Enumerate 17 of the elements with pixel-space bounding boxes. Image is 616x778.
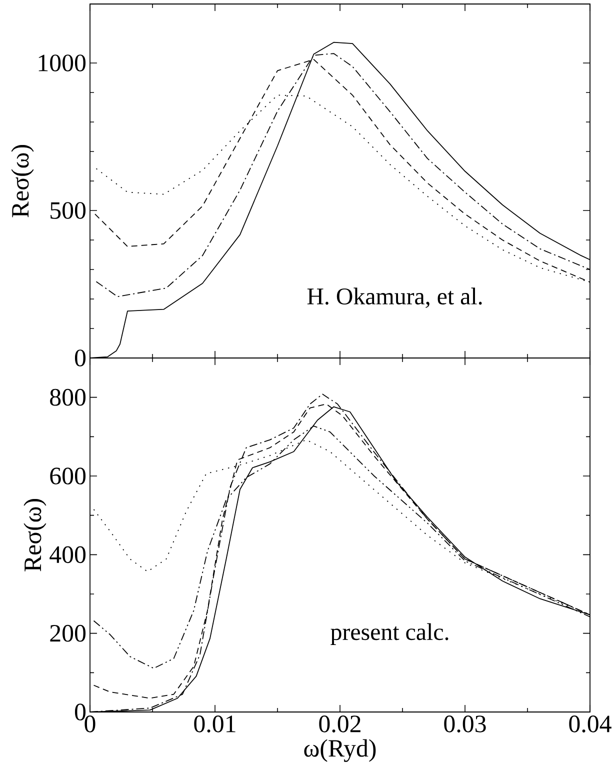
y-tick-label: 500 [50,202,86,219]
y-axis-title: Reσ(ω) [24,499,46,572]
y-tick-label: 1000 [38,54,86,72]
x-axis-title: ω(Ryd) [304,739,376,762]
x-tick-label: 0.02 [319,716,360,732]
x-tick-label: 0.03 [444,716,486,732]
y-axis-title: Reσ(ω) [11,145,34,218]
y-tick-label: 600 [50,468,86,484]
annotation: H. Okamura, et al. [307,288,482,308]
y-tick-label: 400 [50,546,86,564]
y-tick-label: 200 [50,624,86,642]
y-tick-label: 0 [74,704,86,720]
y-tick-label: 800 [50,388,86,406]
y-tick-label: 0 [74,350,86,366]
x-tick-label: 0.04 [569,716,612,732]
x-tick-label: 0.01 [194,716,236,732]
annotation: present calc. [330,623,448,645]
